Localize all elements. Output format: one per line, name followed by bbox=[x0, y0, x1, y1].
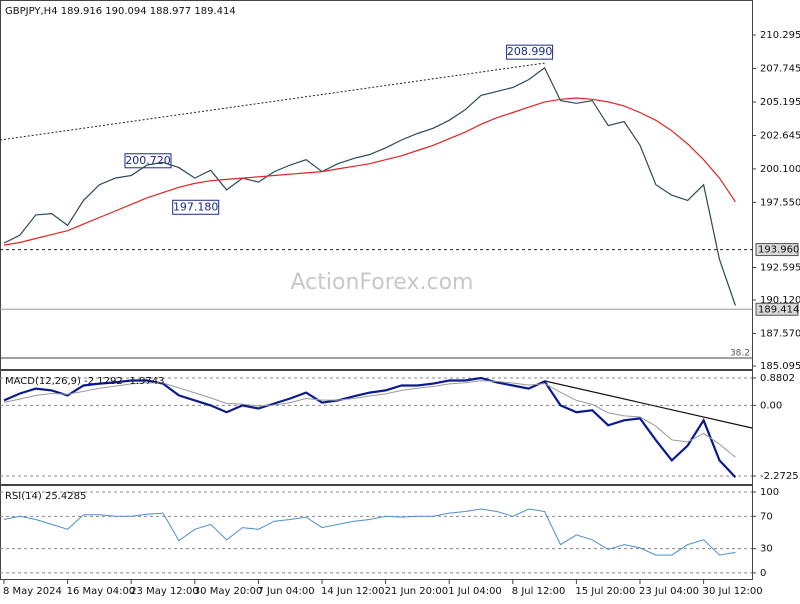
x-tick-label: 14 Jun 12:00 bbox=[321, 586, 385, 597]
series-line bbox=[3, 97, 736, 246]
y-tick-label: 192.595 bbox=[760, 262, 800, 273]
y-tick-label: -2.2725 bbox=[760, 471, 799, 482]
x-tick-label: 23 Jul 04:00 bbox=[639, 586, 699, 597]
x-tick-label: 21 Jun 20:00 bbox=[385, 586, 449, 597]
x-tick-label: 7 Jun 04:00 bbox=[257, 586, 314, 597]
x-tick-label: 8 May 2024 bbox=[3, 586, 62, 597]
x-tick-label: 30 Jul 12:00 bbox=[703, 586, 763, 597]
series-line bbox=[3, 380, 736, 458]
price-panel-frame bbox=[0, 0, 753, 370]
level-label: 193.960 bbox=[758, 245, 799, 256]
x-tick-label: 1 Jul 04:00 bbox=[448, 586, 502, 597]
annotation-box bbox=[172, 199, 220, 215]
y-tick-label: 200.100 bbox=[760, 164, 800, 175]
y-tick-label: 190.120 bbox=[760, 295, 800, 306]
y-tick-label: 185.095 bbox=[760, 361, 800, 372]
y-tick-label: 207.745 bbox=[760, 64, 800, 75]
y-tick-label: 70 bbox=[760, 511, 773, 522]
y-tick-label: 197.550 bbox=[760, 197, 800, 208]
panel-title: RSI(14) 25.4285 bbox=[5, 491, 86, 502]
y-tick-label: 202.645 bbox=[760, 131, 800, 142]
series-line bbox=[3, 66, 736, 306]
y-tick-label: 210.295 bbox=[760, 30, 800, 41]
y-tick-label: 100 bbox=[760, 487, 779, 498]
y-tick-label: 0 bbox=[760, 568, 766, 579]
annotation-label: 208.990 bbox=[507, 45, 553, 58]
y-tick-label: 0.00 bbox=[760, 400, 782, 411]
macd-trend-line bbox=[544, 380, 753, 429]
rsi-panel-frame bbox=[0, 485, 753, 580]
y-tick-label: 0.8802 bbox=[760, 373, 795, 384]
y-tick-label: 205.195 bbox=[760, 97, 800, 108]
level-label: 189.414 bbox=[758, 304, 799, 315]
annotation-box bbox=[124, 153, 172, 169]
series-line bbox=[3, 508, 736, 556]
annotation-label: 197.180 bbox=[173, 200, 219, 213]
annotation-box bbox=[506, 44, 554, 60]
macd-panel-frame bbox=[0, 370, 753, 485]
series-line bbox=[3, 376, 737, 478]
watermark: ActionForex.com bbox=[291, 270, 474, 295]
level-label-box bbox=[755, 302, 799, 316]
x-tick-label: 23 May 12:00 bbox=[130, 586, 199, 597]
y-tick-label: 187.570 bbox=[760, 328, 800, 339]
y-tick-label: 30 bbox=[760, 544, 773, 555]
x-tick-label: 15 Jul 20:00 bbox=[575, 586, 635, 597]
fib-label: 38.2 bbox=[730, 349, 750, 359]
trend-line bbox=[0, 62, 546, 141]
x-tick-label: 8 Jul 12:00 bbox=[512, 586, 566, 597]
panel-title: GBPJPY,H4 189.916 190.094 188.977 189.41… bbox=[5, 6, 236, 17]
x-tick-label: 30 May 20:00 bbox=[194, 586, 263, 597]
x-tick-label: 16 May 04:00 bbox=[67, 586, 136, 597]
level-label-box bbox=[755, 243, 799, 257]
panel-title: MACD(12,26,9) -2.1292 -1.9743 bbox=[5, 376, 165, 387]
